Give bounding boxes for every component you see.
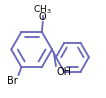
Text: Br: Br [7,76,18,86]
Text: CH$_3$: CH$_3$ [33,3,52,16]
Text: OH: OH [57,67,72,77]
Text: O: O [39,12,47,22]
